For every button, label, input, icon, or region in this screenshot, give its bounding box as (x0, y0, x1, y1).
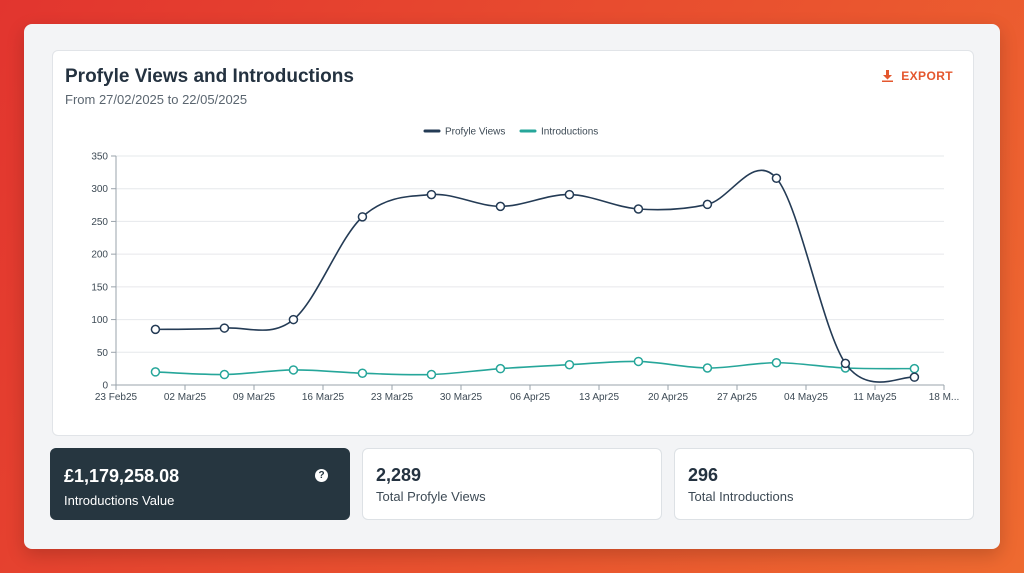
x-tick-label: 02 Mar25 (164, 392, 207, 403)
x-tick-label: 18 M... (929, 392, 960, 403)
introductions-point (288, 365, 299, 375)
introductions-point (771, 358, 782, 368)
export-button[interactable]: EXPORT (882, 69, 953, 83)
introductions-value-label: Introductions Value (64, 493, 175, 508)
profyle-views-point (909, 372, 920, 382)
x-tick-label: 06 Apr25 (510, 392, 550, 403)
profyle-views-point (495, 201, 506, 212)
y-tick-label: 250 (91, 217, 108, 228)
date-range: From 27/02/2025 to 22/05/2025 (65, 92, 248, 107)
profyle-views-line (155, 169, 915, 383)
y-tick-label: 150 (91, 282, 108, 293)
introductions-value-card: £1,179,258.08 Introductions Value ? (50, 448, 350, 520)
profyle-views-point (564, 189, 575, 200)
profyle-views-point (426, 189, 437, 200)
profyle-views-point (702, 199, 713, 210)
introductions-card: 296 Total Introductions (674, 448, 974, 520)
help-icon[interactable]: ? (315, 469, 328, 482)
line-chart: 0 50 100 150 200 250 300 350 23 Feb25 02 Mar25 09 … (91, 127, 960, 404)
legend-label-introductions: Introductions (541, 127, 598, 138)
introductions-point (426, 369, 437, 380)
x-tick-label: 09 Mar25 (233, 392, 276, 403)
profyle-views-point (219, 323, 230, 333)
introductions-line (155, 360, 915, 376)
introductions-point (357, 368, 368, 378)
x-tick-label: 23 Feb25 (95, 392, 138, 403)
profyle-views-point (633, 204, 644, 214)
x-tick-label: 04 May25 (784, 392, 828, 403)
profyle-views-point (150, 324, 161, 335)
y-tick-label: 0 (102, 381, 108, 392)
introductions-point (564, 359, 575, 370)
y-tick-label: 350 (91, 152, 108, 163)
x-tick-label: 30 Mar25 (440, 392, 483, 403)
x-tick-label: 20 Apr25 (648, 392, 688, 403)
y-tick-label: 100 (91, 315, 108, 326)
x-tick-label: 13 Apr25 (579, 392, 619, 403)
introductions-point (633, 356, 644, 367)
introductions-point (219, 369, 230, 380)
chart-card: Profyle Views and Introductions From 27/… (52, 50, 974, 436)
total-introductions: 296 (688, 465, 719, 485)
total-profyle-views: 2,289 (376, 465, 422, 485)
y-tick-label: 200 (91, 250, 108, 261)
introductions-point (909, 363, 920, 374)
introductions-point (702, 363, 713, 373)
legend-label-profyle-views: Profyle Views (445, 127, 505, 138)
introductions-value: £1,179,258.08 (64, 466, 180, 486)
x-tick-label: 27 Apr25 (717, 392, 757, 403)
x-tick-label: 11 May25 (853, 392, 897, 403)
introductions-point (150, 367, 161, 377)
total-profyle-views-label: Total Profyle Views (376, 489, 486, 504)
y-tick-label: 300 (91, 184, 108, 195)
y-tick-label: 50 (97, 348, 109, 359)
profyle-views-card: 2,289 Total Profyle Views (362, 448, 662, 520)
x-tick-label: 16 Mar25 (302, 392, 345, 403)
chart-title: Profyle Views and Introductions (65, 66, 354, 87)
dashboard-panel: Profyle Views and Introductions From 27/… (24, 24, 1000, 549)
profyle-views-point (288, 314, 299, 325)
total-introductions-label: Total Introductions (688, 489, 794, 504)
introductions-point (495, 363, 506, 374)
profyle-views-point (771, 173, 782, 183)
profyle-views-point (357, 212, 368, 222)
x-tick-label: 23 Mar25 (371, 392, 414, 403)
export-label: EXPORT (901, 69, 953, 83)
profyle-views-point (840, 358, 851, 369)
download-icon (882, 70, 894, 82)
